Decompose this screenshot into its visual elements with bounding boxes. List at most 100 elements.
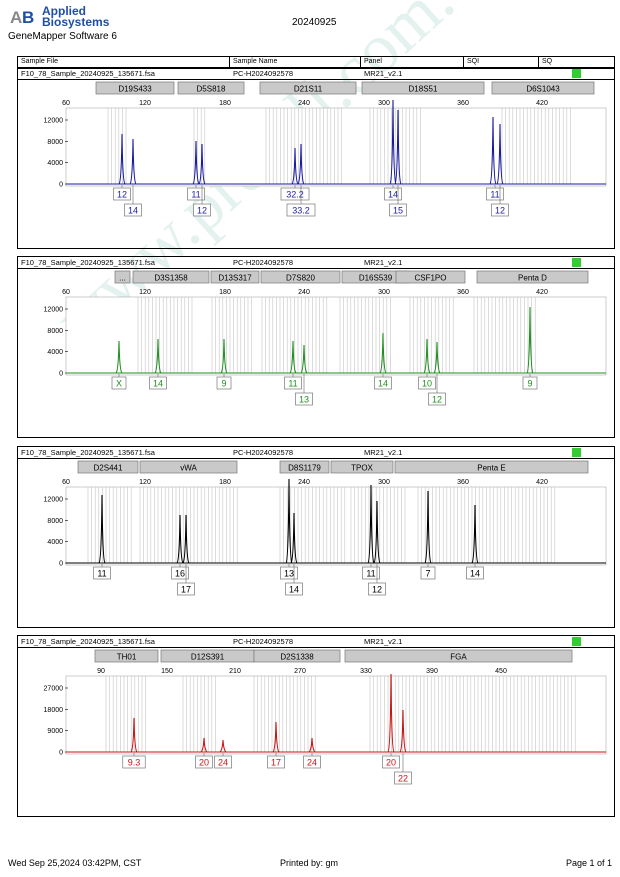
peak [272,721,280,753]
marker-box [279,460,330,474]
electropherogram-panel-green: F10_78_Sample_20240925_135671.fsa PC-H20… [17,256,615,438]
allele-label: 14 [378,379,388,389]
allele-call: 11 [93,564,111,580]
allele-box [284,376,302,390]
allele-call: 14 [384,185,402,201]
x-tick-label: 420 [536,100,548,107]
allele-box [280,566,298,580]
allele-box [303,755,321,769]
y-tick-label: 0 [59,561,63,568]
x-tick-label: 180 [219,100,231,107]
allele-label: 13 [284,569,294,579]
sample-name: PC-H2024092578 [233,258,294,267]
allele-label: 13 [299,395,309,405]
allele-label: 11 [97,569,106,579]
peak [373,500,381,564]
x-tick-label: 420 [536,289,548,296]
allele-label: 12 [495,206,505,216]
marker-d19s433: D19S433 [95,81,175,95]
allele-label: 7 [425,569,430,579]
marker-box [344,649,573,663]
peak [182,514,190,564]
plot-area [65,675,607,755]
peak [297,143,305,185]
peak [289,340,297,374]
allele-call: 12 [193,185,211,217]
marker-pentad: Penta D [476,270,589,284]
plot-area [65,486,607,566]
y-tick-label: 0 [59,182,63,189]
allele-box [368,582,386,596]
marker-: ... [114,270,131,284]
peak [200,737,208,753]
allele-box [486,187,504,201]
peak [291,147,299,185]
allele-call: X [111,374,127,390]
x-tick-label: 360 [457,100,469,107]
allele-box [171,566,189,580]
marker-fga: FGA [344,649,573,663]
allele-label: 32.2 [286,190,304,200]
allele-label: 14 [153,379,163,389]
peak [423,338,431,374]
marker-label: D16S539 [359,274,393,283]
marker-label: D2S1338 [280,653,314,662]
allele-call: 13 [295,374,313,406]
x-tick-label: 60 [62,289,70,296]
peak [118,133,126,185]
sq-status-icon [572,69,581,78]
allele-call: 32.2 [280,185,310,201]
marker-box [259,81,357,95]
peak [220,338,228,374]
peak [129,138,137,185]
allele-box [522,376,538,390]
allele-call: 17 [267,753,285,769]
peak [394,109,402,185]
allele-box [280,187,310,201]
marker-d8s1179: D8S1179 [279,460,330,474]
marker-d6s1043: D6S1043 [491,81,595,95]
marker-label: Penta E [477,464,505,473]
allele-label: 14 [388,190,398,200]
y-tick-label: 0 [59,750,63,757]
x-tick-label: 120 [139,289,151,296]
allele-label: 33.2 [292,206,310,216]
allele-call: 12 [113,185,131,201]
sample-file: F10_78_Sample_20240925_135671.fsa [21,448,155,457]
applied-biosystems-logo-icon: A B [9,7,39,27]
marker-box [77,460,139,474]
marker-label: D8S1179 [288,464,321,473]
allele-call: 14 [285,564,303,596]
allele-label: 16 [175,569,185,579]
marker-box [395,270,466,284]
peak [98,494,106,564]
allele-label: 24 [307,758,317,768]
peak [192,140,200,185]
marker-label: D5S818 [197,85,226,94]
x-tick-label: 300 [378,289,390,296]
peak [367,484,375,564]
marker-d18s51: D18S51 [361,81,485,95]
allele-call: 33.2 [286,185,316,217]
allele-box [216,376,232,390]
plot-area [65,296,607,376]
page-number: Page 1 of 1 [566,858,613,868]
allele-label: X [116,379,122,389]
peak [471,504,479,564]
allele-label: 14 [470,569,480,579]
y-tick-label: 12000 [44,497,64,504]
logo-line2: Biosystems [42,15,110,29]
allele-box [286,203,316,217]
sq-status-icon [572,448,581,457]
allele-label: 24 [218,758,228,768]
x-tick-label: 240 [298,100,310,107]
marker-label: ... [119,274,126,283]
allele-call: 24 [303,753,321,769]
x-tick-label: 360 [457,479,469,486]
peak [387,673,395,753]
marker-d12s391: D12S391 [160,649,255,663]
x-tick-label: 300 [378,100,390,107]
allele-label: 9 [221,379,226,389]
allele-label: 12 [197,206,207,216]
peak [379,332,387,374]
